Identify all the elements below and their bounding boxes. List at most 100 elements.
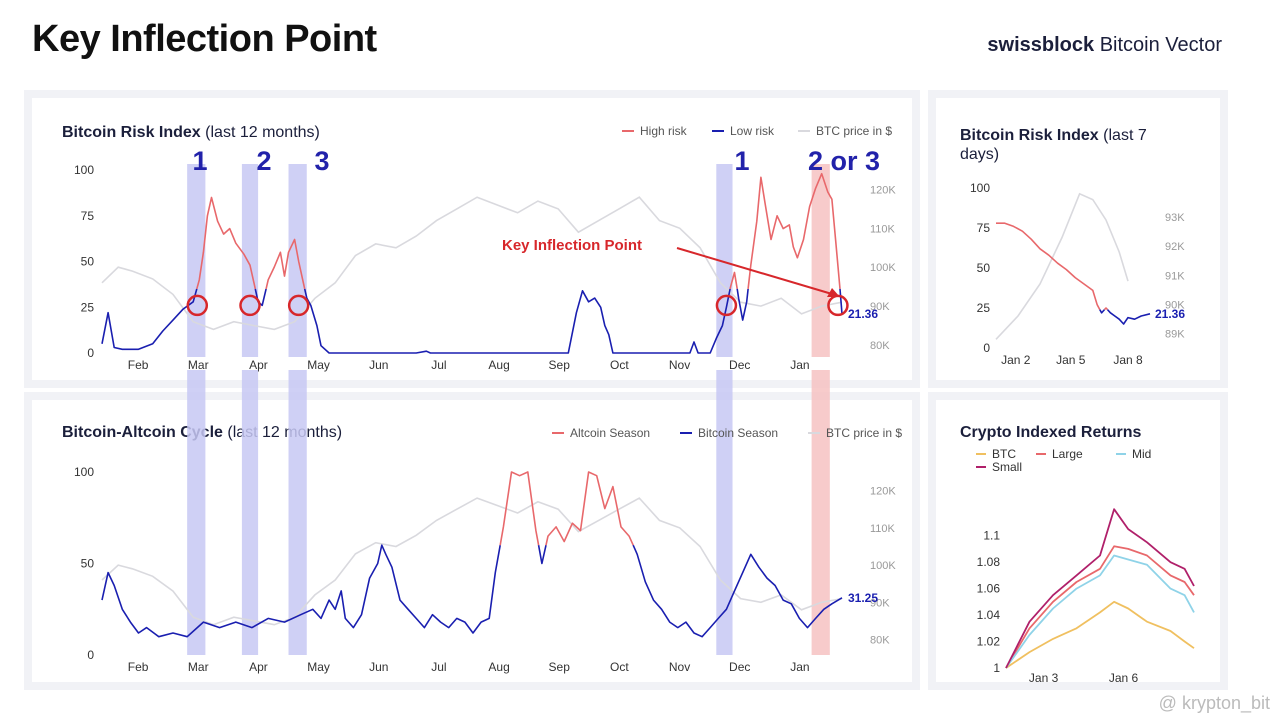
cycle-12m-panel: Bitcoin-Altcoin Cycle (last 12 months) 0…: [24, 370, 920, 690]
risk12-y-tick-3: 75: [81, 209, 95, 223]
cycle12-index-line-seg-3: [545, 471, 634, 546]
returns-series-line-small: [1005, 508, 1195, 669]
risk-7d-y2-tick-4: 93K: [1165, 212, 1185, 224]
returns-y-tick-1: 1.02: [977, 635, 1001, 649]
returns-title: Crypto Indexed Returns: [960, 424, 1142, 441]
risk12-legend-label-1: Low risk: [730, 124, 775, 138]
returns-x-tick-1: Jan 6: [1109, 671, 1139, 685]
cycle12-y2-tick-2: 100K: [870, 560, 896, 572]
risk12-y-tick-2: 50: [81, 255, 95, 269]
risk-7d-y2-tick-3: 92K: [1165, 241, 1185, 253]
risk-12m-circle-2: [287, 294, 310, 317]
risk-7d-index-line-seg-2: [1103, 307, 1109, 311]
cycle12-x-tick-5: Jul: [431, 660, 446, 674]
risk-7d-y2-tick-1: 90K: [1165, 299, 1185, 311]
risk12-x-tick-2: Apr: [249, 358, 268, 372]
risk-7d-last-value: 21.36: [1155, 307, 1185, 321]
risk-12m-circle-0: [186, 294, 209, 317]
cycle12-y-tick-1: 50: [81, 557, 95, 571]
cycle12-highlight-band-4: [811, 370, 830, 655]
cycle12-y2-tick-3: 110K: [870, 523, 896, 535]
cycle12-x-tick-3: May: [307, 660, 330, 674]
cycle12-x-tick-11: Jan: [790, 660, 809, 674]
risk-7d-y2-tick-2: 91K: [1165, 270, 1185, 282]
risk12-index-line-seg-8: [839, 288, 843, 314]
risk12-index-line-seg-0: [101, 288, 198, 351]
brand-logo: swissblock Bitcoin Vector: [987, 34, 1222, 57]
risk-7d-y-tick-0: 0: [983, 341, 990, 355]
risk-12m-circle-4: [827, 294, 849, 317]
risk-12m-chart: 0 25 50 75 100 80K 90K 100K 110K 120K Feb Mar Apr May…: [74, 124, 896, 372]
risk12-highlight-band-1: [241, 164, 259, 357]
cycle12-legend-label-0: Altcoin Season: [570, 426, 650, 440]
risk-7d-y-tick-1: 25: [977, 301, 991, 315]
risk12-highlight-band-0: [187, 164, 206, 357]
risk-7d-x-tick-0: Jan 2: [1001, 353, 1031, 367]
risk-12m-title-bold: Bitcoin Risk Index: [62, 124, 201, 141]
risk12-y2-tick-3: 110K: [870, 223, 896, 235]
risk-12m-title-rest: (last 12 months): [205, 124, 320, 141]
cycle12-y2-tick-4: 120K: [870, 486, 896, 498]
risk-7d-x-tick-1: Jan 5: [1056, 353, 1086, 367]
risk-7d-y-tick-4: 100: [970, 181, 990, 195]
risk-7d-y-tick-3: 75: [977, 221, 991, 235]
cycle12-index-line-seg-1: [499, 471, 540, 546]
risk12-y2-tick-2: 100K: [870, 262, 896, 274]
risk12-x-tick-4: Jun: [369, 358, 388, 372]
returns-y-tick-0: 1: [993, 661, 1000, 675]
cycle12-index-line-seg-2: [537, 545, 547, 565]
risk-12m-annotation: Key Inflection Point: [502, 237, 642, 254]
returns-legend-label-1: Large: [1052, 447, 1083, 461]
risk-7d-chart: 0 25 50 75 100 89K 90K 91K 92K 93K Jan 2 Jan 5 Jan 8…: [970, 181, 1185, 367]
cycle12-y-tick-0: 0: [87, 648, 94, 662]
cycle12-index-line-seg-4: [632, 544, 843, 638]
returns-series-line-large: [1005, 545, 1195, 669]
risk-12m-annotation-arrow-line: [676, 247, 833, 295]
risk12-x-tick-3: May: [307, 358, 330, 372]
returns-x-tick-0: Jan 3: [1029, 671, 1059, 685]
risk12-x-tick-1: Mar: [188, 358, 209, 372]
risk-12m-circle-1: [239, 294, 261, 317]
risk12-btc-price-line: [101, 196, 843, 331]
risk-7d-index-line-seg-0: [996, 222, 1101, 310]
returns-panel: Crypto Indexed Returns BTC Large Mid Small 1…: [928, 392, 1228, 690]
risk12-y2-tick-1: 90K: [870, 301, 890, 313]
risk12-y-tick-1: 25: [81, 300, 95, 314]
risk-7d-index-line-seg-1: [1099, 309, 1106, 314]
cycle12-x-tick-1: Mar: [188, 660, 209, 674]
risk12-y2-tick-4: 120K: [870, 184, 896, 196]
risk12-index-line-seg-4: [303, 288, 731, 354]
cycle12-legend-label-2: BTC price in $: [826, 426, 902, 440]
risk-7d-y-tick-2: 50: [977, 261, 991, 275]
risk-12m-marker-2: 3: [314, 146, 329, 176]
risk-7d-x-tick-2: Jan 8: [1113, 353, 1143, 367]
risk12-index-line-seg-1: [196, 196, 257, 290]
risk-12m-marker-1: 2: [256, 146, 271, 176]
brand-bold: swissblock: [987, 34, 1095, 56]
risk12-x-tick-5: Jul: [431, 358, 446, 372]
cycle12-y-tick-2: 100: [74, 465, 94, 479]
returns-legend-label-0: BTC: [992, 447, 1016, 461]
risk12-highlight-band-2: [288, 164, 307, 357]
risk-12m-marker-0: 1: [192, 146, 207, 176]
risk-7d-y2-tick-0: 89K: [1165, 328, 1185, 340]
risk12-index-line-seg-3: [265, 238, 306, 290]
risk12-x-tick-10: Dec: [729, 358, 750, 372]
risk12-x-tick-6: Aug: [488, 358, 509, 372]
cycle12-x-tick-9: Nov: [669, 660, 690, 674]
cycle12-highlight-band-0: [187, 370, 206, 655]
returns-y-tick-5: 1.1: [983, 529, 1000, 543]
risk-12m-marker-4: 2 or 3: [808, 146, 880, 176]
risk-12m-circle-3: [715, 294, 738, 317]
cycle12-legend-label-1: Bitcoin Season: [698, 426, 778, 440]
risk12-y-tick-0: 0: [87, 346, 94, 360]
cycle12-x-tick-7: Sep: [549, 660, 571, 674]
cycle12-x-tick-2: Apr: [249, 660, 268, 674]
risk-7d-panel: Bitcoin Risk Index (last 7 days) 0 25 50 75…: [928, 90, 1228, 388]
cycle12-last-value: 31.25: [848, 591, 878, 605]
risk-12m-annotation-arrow-head: [827, 288, 840, 297]
risk-7d-btc-price-line: [995, 192, 1129, 340]
cycle12-highlight-band-1: [241, 370, 259, 655]
cycle12-x-tick-4: Jun: [369, 660, 388, 674]
cycle12-y2-tick-0: 80K: [870, 635, 890, 647]
